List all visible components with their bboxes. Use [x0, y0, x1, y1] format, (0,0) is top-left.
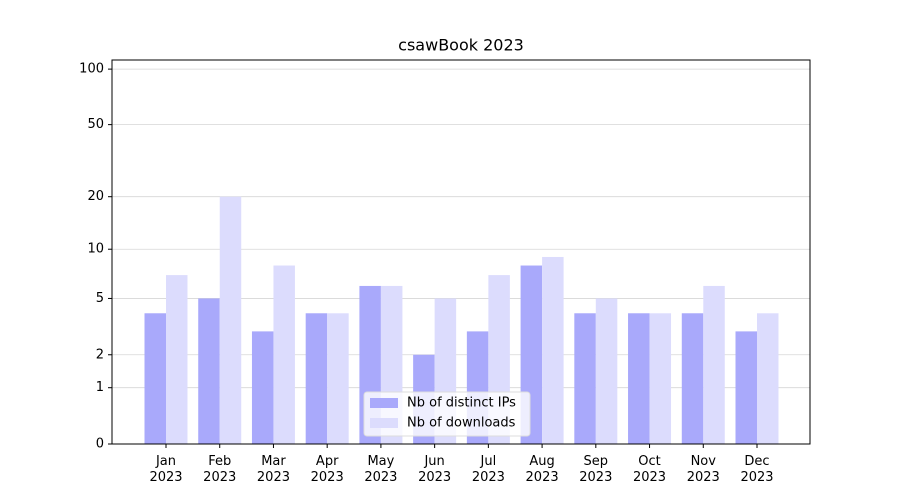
legend-swatch — [370, 418, 398, 428]
x-tick-label: Feb 2023 — [203, 454, 236, 485]
bar — [735, 331, 757, 444]
bar — [327, 313, 349, 444]
legend-label: Nb of distinct IPs — [407, 396, 516, 411]
y-tick-label: 10 — [87, 242, 104, 257]
bar — [681, 313, 704, 444]
x-tick-label: Mar 2023 — [257, 454, 290, 485]
y-tick-label: 100 — [79, 62, 104, 77]
chart-title: csawBook 2023 — [398, 36, 524, 55]
x-tick-label: Jun 2023 — [418, 454, 451, 485]
legend-label: Nb of downloads — [407, 416, 516, 431]
bar — [166, 275, 188, 444]
x-tick-label: Apr 2023 — [311, 454, 344, 485]
x-tick-label: Aug 2023 — [526, 454, 559, 485]
bar — [757, 313, 779, 444]
bar — [542, 256, 564, 444]
x-tick-label: Nov 2023 — [687, 454, 720, 485]
x-tick-label: May 2023 — [364, 454, 397, 485]
bar — [273, 265, 295, 444]
y-tick-label: 5 — [96, 291, 104, 306]
bar — [219, 196, 242, 444]
y-tick-label: 2 — [96, 347, 104, 362]
legend-box — [363, 391, 531, 437]
y-tick-label: 50 — [87, 117, 104, 132]
bar — [305, 313, 328, 444]
axes-frame — [111, 59, 811, 445]
bar — [628, 313, 650, 444]
bar — [198, 298, 220, 444]
x-tick-label: Jan 2023 — [149, 454, 182, 485]
bar — [649, 313, 672, 444]
bar — [574, 313, 596, 444]
y-tick-label: 1 — [96, 380, 104, 395]
bar — [595, 298, 618, 444]
y-tick-label: 20 — [87, 189, 104, 204]
x-tick-label: Oct 2023 — [633, 454, 666, 485]
legend-swatch — [370, 398, 398, 408]
bar — [251, 331, 274, 444]
x-tick-label: Sep 2023 — [579, 454, 612, 485]
y-tick-label: 0 — [96, 437, 104, 452]
bar — [144, 313, 166, 444]
x-tick-label: Jul 2023 — [472, 454, 505, 485]
bar — [703, 285, 725, 444]
x-tick-label: Dec 2023 — [740, 454, 773, 485]
